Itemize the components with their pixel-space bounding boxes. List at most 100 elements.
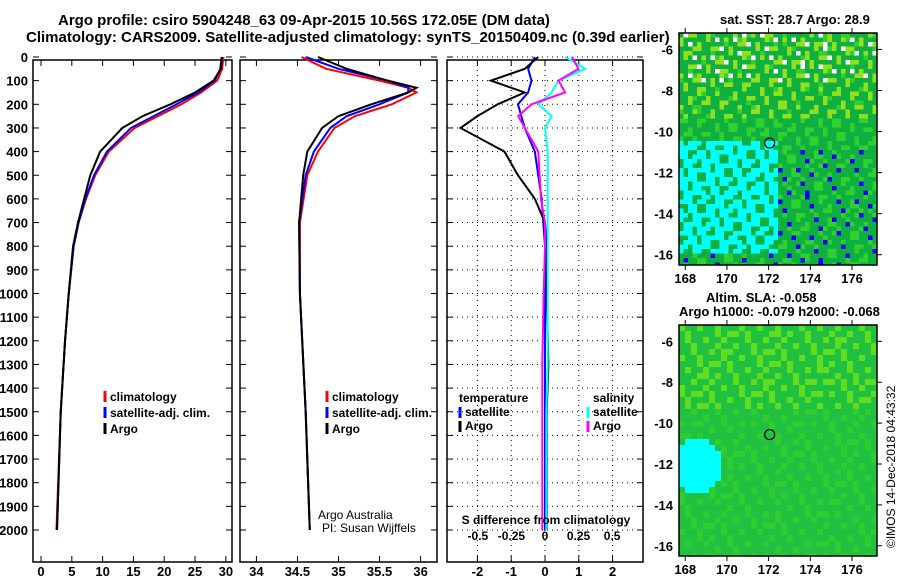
map-cell xyxy=(872,136,877,141)
map-cell xyxy=(763,511,769,517)
map-cell xyxy=(769,186,774,191)
map-cell xyxy=(823,33,828,38)
map-cell xyxy=(715,190,720,195)
map-cell xyxy=(832,123,837,128)
map-cell xyxy=(683,195,688,200)
map-cell xyxy=(811,409,817,415)
map-cell xyxy=(773,172,778,177)
map-cell xyxy=(829,361,835,367)
map-cell xyxy=(742,55,747,60)
map-cell xyxy=(787,505,793,511)
map-cell xyxy=(733,409,739,415)
map-cell xyxy=(853,481,859,487)
map-cell xyxy=(688,51,693,56)
map-cell xyxy=(845,109,850,114)
map-cell xyxy=(757,433,763,439)
map-cell xyxy=(847,475,853,481)
map-cell xyxy=(709,445,715,451)
map-cell xyxy=(811,343,817,349)
map-cell xyxy=(868,240,873,245)
map-cell xyxy=(775,343,781,349)
map-cell xyxy=(692,154,697,159)
map-cell xyxy=(863,145,868,150)
map-cell xyxy=(709,481,715,487)
map-cell xyxy=(733,37,738,42)
map-cell xyxy=(733,231,738,236)
map-cell xyxy=(703,337,709,343)
map-cell xyxy=(703,487,709,493)
map-cell xyxy=(841,181,846,186)
map-cell xyxy=(782,240,787,245)
map-cell xyxy=(796,217,801,222)
map-cell xyxy=(836,163,841,168)
map-cell xyxy=(697,181,702,186)
map-cell xyxy=(724,60,729,65)
map-cell xyxy=(799,529,805,535)
map-cell xyxy=(854,213,859,218)
map-cell xyxy=(751,235,756,240)
map-cell xyxy=(751,391,757,397)
map-cell xyxy=(763,367,769,373)
map-cell xyxy=(827,208,832,213)
map-cell xyxy=(847,427,853,433)
map-cell xyxy=(683,199,688,204)
map-cell xyxy=(679,73,684,78)
map-cell xyxy=(757,463,763,469)
map-cell xyxy=(710,145,715,150)
map-cell xyxy=(692,235,697,240)
map-cell xyxy=(703,451,709,457)
map-cell xyxy=(746,64,751,69)
map-cell xyxy=(782,258,787,263)
map-cell xyxy=(823,127,828,132)
y-tick-label: 1300 xyxy=(0,357,28,372)
map-cell xyxy=(809,109,814,114)
map-cell xyxy=(728,222,733,227)
map-cell xyxy=(817,391,823,397)
map-cell xyxy=(688,69,693,74)
map-cell xyxy=(685,445,691,451)
map-cell xyxy=(769,109,774,114)
y-tick-label: 1000 xyxy=(0,287,28,302)
x-tick-label: -2 xyxy=(472,564,484,579)
map-cell xyxy=(755,141,760,146)
map-cell xyxy=(817,355,823,361)
map-cell xyxy=(746,208,751,213)
map-cell xyxy=(760,87,765,92)
map-cell xyxy=(703,403,709,409)
map-cell xyxy=(850,231,855,236)
map-cell xyxy=(706,168,711,173)
map-cell xyxy=(728,96,733,101)
map-cell xyxy=(872,168,877,173)
map-cell xyxy=(728,186,733,191)
map-cell xyxy=(710,159,715,164)
map-cell xyxy=(724,163,729,168)
y-tick-label: 400 xyxy=(6,145,28,160)
map-cell xyxy=(733,96,738,101)
map-cell xyxy=(805,132,810,137)
map-cell xyxy=(697,451,703,457)
map-cell xyxy=(769,37,774,42)
map-cell xyxy=(832,91,837,96)
map-cell xyxy=(859,415,865,421)
map-cell xyxy=(841,355,847,361)
map-cell xyxy=(719,231,724,236)
map-cell xyxy=(710,33,715,38)
map-cell xyxy=(706,69,711,74)
map-cell xyxy=(719,46,724,51)
map-cell xyxy=(791,46,796,51)
map-cell xyxy=(832,46,837,51)
map-cell xyxy=(715,69,720,74)
map-cell xyxy=(709,349,715,355)
map-cell xyxy=(685,367,691,373)
map-cell xyxy=(697,91,702,96)
map-cell xyxy=(679,481,685,487)
map-y-tick-label: -6 xyxy=(661,42,673,57)
map-cell xyxy=(697,213,702,218)
map-cell xyxy=(793,517,799,523)
map-cell xyxy=(719,195,724,200)
x-axis-label: temperature (deg C) xyxy=(71,578,195,580)
map-cell xyxy=(811,349,817,355)
x-tick-label: 30 xyxy=(219,564,233,579)
map-cell xyxy=(733,373,739,379)
map-cell xyxy=(679,168,684,173)
